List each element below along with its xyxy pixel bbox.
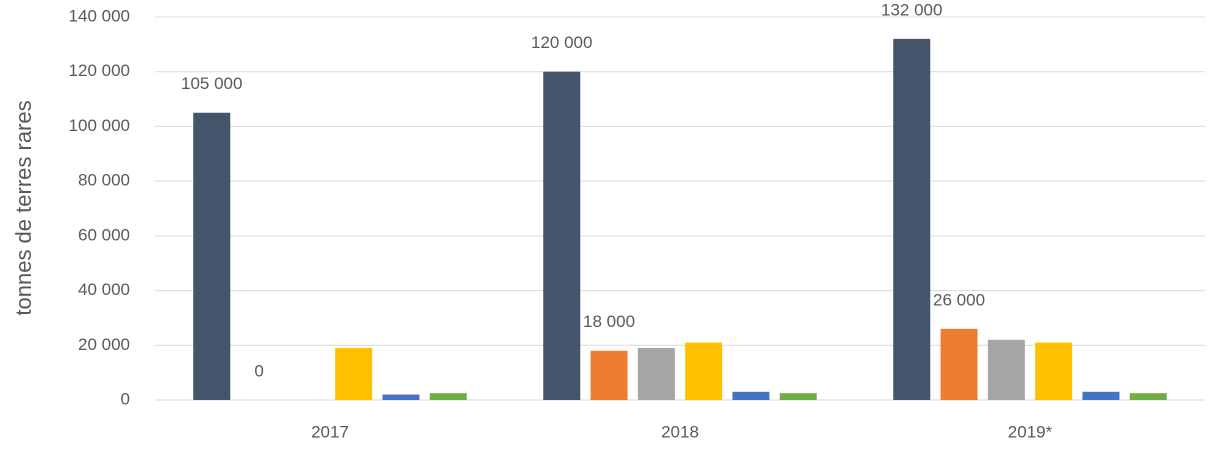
y-tick-label: 80 000 [78, 171, 130, 190]
bar [429, 393, 467, 400]
bar [940, 328, 978, 400]
bar [987, 339, 1025, 400]
y-tick-label: 20 000 [78, 335, 130, 354]
bar [590, 350, 628, 400]
y-tick-label: 100 000 [69, 116, 130, 135]
bar [685, 342, 723, 400]
y-tick-label: 120 000 [69, 61, 130, 80]
bar [893, 38, 931, 401]
y-tick-label: 0 [121, 389, 130, 408]
bar [335, 348, 373, 400]
bar [779, 393, 817, 400]
bar [382, 394, 420, 400]
y-tick-label: 40 000 [78, 280, 130, 299]
data-label: 0 [254, 361, 263, 380]
bar [1129, 393, 1167, 400]
bar [732, 391, 770, 400]
x-tick-label: 2018 [661, 422, 699, 441]
bar [543, 71, 581, 400]
bar [1035, 342, 1073, 400]
y-axis-title: tonnes de terres rares [11, 100, 36, 315]
data-label: 18 000 [583, 312, 635, 331]
data-label: 105 000 [181, 74, 242, 93]
data-label: 132 000 [881, 0, 942, 19]
x-tick-label: 2017 [311, 422, 349, 441]
x-tick-label: 2019* [1008, 422, 1053, 441]
bar [637, 348, 675, 400]
y-tick-label: 140 000 [69, 6, 130, 25]
y-tick-label: 60 000 [78, 225, 130, 244]
bar [1082, 391, 1120, 400]
data-label: 120 000 [531, 33, 592, 52]
bar [193, 112, 231, 400]
data-label: 26 000 [933, 290, 985, 309]
